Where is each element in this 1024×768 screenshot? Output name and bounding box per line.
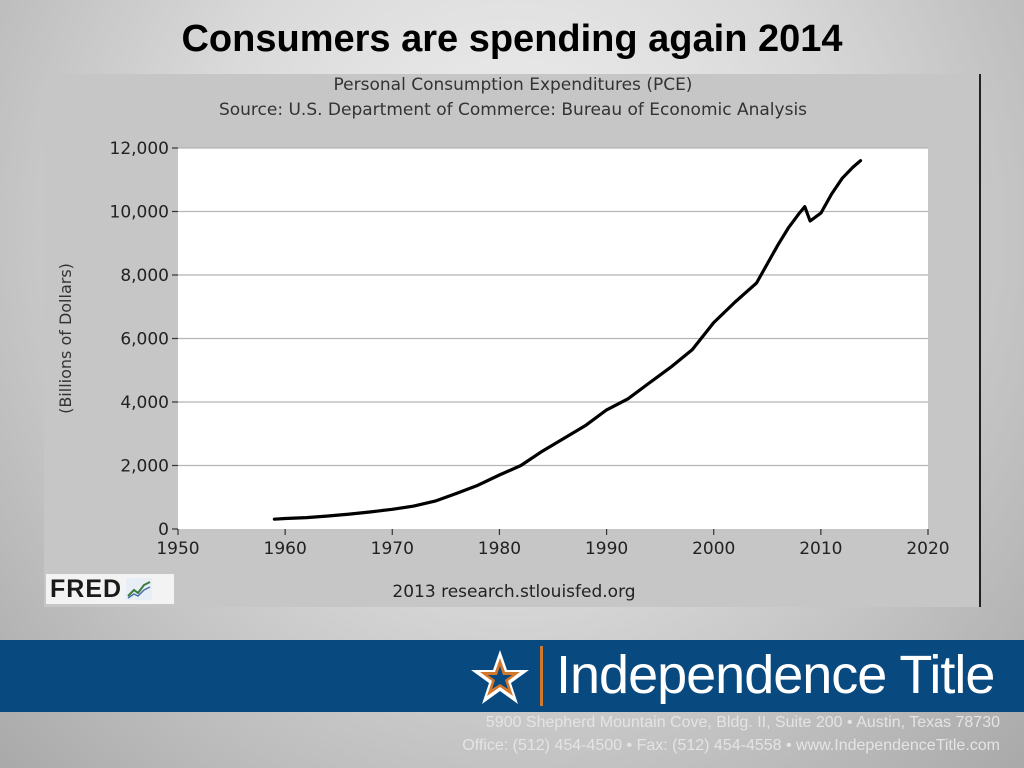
x-tick-label: 1960 (264, 539, 307, 559)
x-tick-label: 1980 (478, 539, 521, 559)
chart-subtitle: Source: U.S. Department of Commerce: Bur… (219, 100, 807, 120)
x-tick-label: 1950 (156, 539, 199, 559)
y-tick-label: 0 (158, 520, 169, 540)
company-name: Independence Title (556, 645, 995, 705)
chart-title: Personal Consumption Expenditures (PCE) (334, 75, 693, 95)
y-tick-label: 8,000 (120, 266, 169, 286)
y-axis-label: (Billions of Dollars) (56, 263, 75, 414)
axis-ticks: 0 2,000 4,000 6,000 8,000 10,000 12,000 1950 196… (110, 139, 950, 559)
footer-banner: Independence Title (0, 640, 1024, 712)
y-tick-label: 12,000 (110, 139, 169, 159)
x-tick-label: 1990 (585, 539, 628, 559)
x-tick-label: 2020 (906, 539, 949, 559)
trend-graph-icon (126, 578, 153, 600)
contact-line: Office: (512) 454-4500 • Fax: (512) 454-… (462, 737, 1000, 754)
y-tick-label: 4,000 (120, 393, 169, 413)
chart-panel: Personal Consumption Expenditures (PCE) … (44, 74, 981, 607)
fred-logo-text: FRED (50, 574, 123, 603)
x-tick-label: 2010 (799, 539, 842, 559)
chart-credit: 2013 research.stlouisfed.org (392, 582, 635, 602)
fred-logo: FRED (46, 574, 174, 604)
gridlines (178, 147, 928, 467)
x-tick-label: 2000 (692, 539, 735, 559)
pce-line-chart: Personal Consumption Expenditures (PCE) … (56, 75, 950, 602)
logo-divider (540, 646, 543, 706)
series-line-pce (272, 159, 863, 521)
address-line: 5900 Shepherd Mountain Cove, Bldg. II, S… (485, 714, 1000, 731)
x-tick-label: 1970 (371, 539, 414, 559)
y-tick-label: 2,000 (120, 457, 169, 477)
star-logo-icon (471, 650, 529, 704)
slide-title: Consumers are spending again 2014 (181, 18, 843, 60)
y-tick-label: 10,000 (110, 203, 169, 223)
y-tick-label: 6,000 (120, 330, 169, 350)
